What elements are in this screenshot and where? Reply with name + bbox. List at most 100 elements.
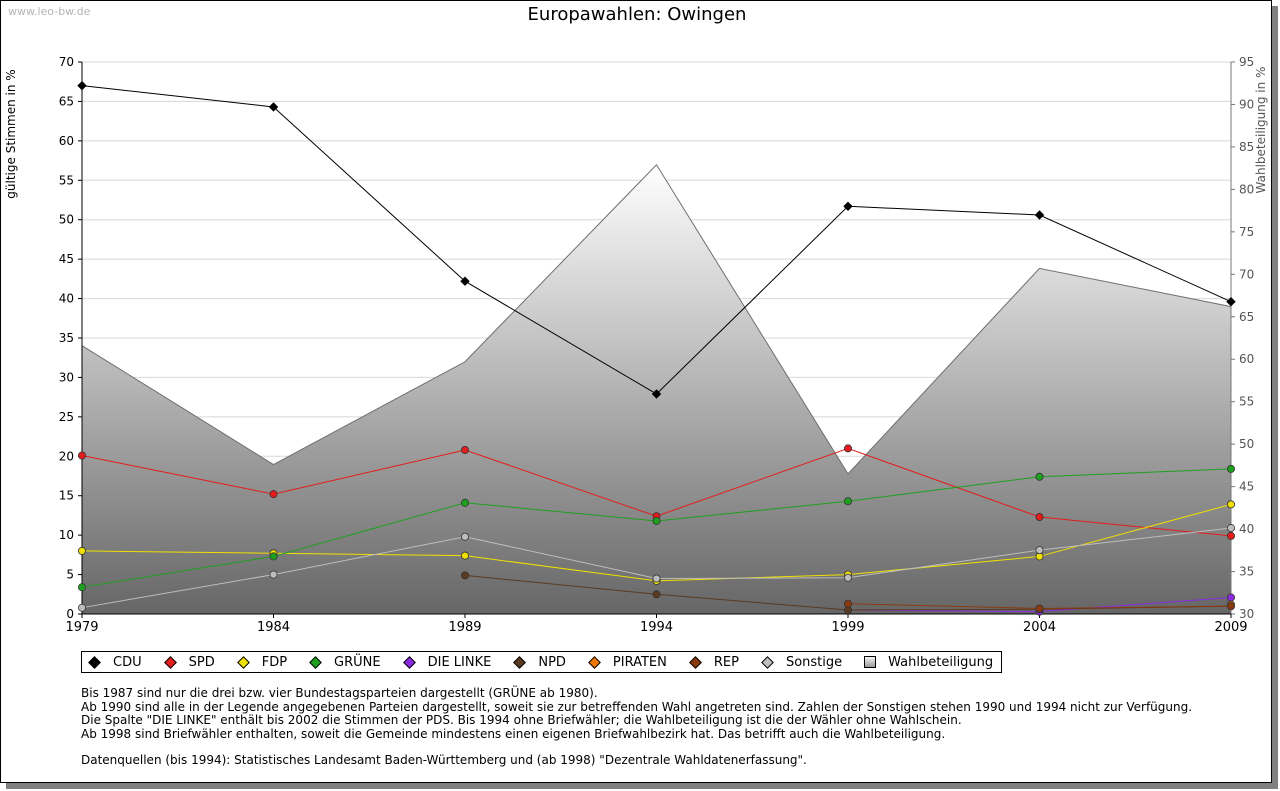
y-tick-label-left: 55	[59, 173, 74, 187]
data-point	[268, 102, 279, 112]
legend-item: NPD	[513, 655, 566, 670]
data-point	[1227, 602, 1236, 611]
note-line: Ab 1998 sind Briefwähler enthalten, sowe…	[81, 726, 946, 741]
data-point	[269, 552, 278, 561]
y-tick-label-left: 50	[59, 213, 74, 227]
x-tick-label: 1994	[640, 620, 673, 635]
y-tick-label-left: 15	[59, 489, 74, 503]
y-tick-label-right: 80	[1239, 182, 1254, 196]
data-point	[1227, 524, 1236, 533]
y-tick-label-right: 55	[1239, 395, 1254, 409]
legend-label: SPD	[188, 654, 215, 670]
series-spd	[78, 444, 1236, 540]
legend-marker-icon	[236, 655, 250, 669]
data-point	[78, 603, 87, 612]
y-tick-label-right: 85	[1239, 140, 1254, 154]
y-tick-label-left: 5	[66, 568, 74, 582]
y-tick-label-right: 30	[1239, 607, 1254, 621]
legend-item: SPD	[163, 654, 215, 670]
y-tick-label-right: 75	[1239, 225, 1254, 239]
legend-marker-icon	[163, 655, 177, 669]
legend-label: DIE LINKE	[427, 654, 492, 670]
legend-marker-icon	[513, 655, 527, 669]
data-point	[77, 80, 87, 91]
y-tick-label-right: 35	[1239, 565, 1254, 579]
y-tick-label-right: 70	[1239, 267, 1254, 281]
data-point	[78, 546, 87, 555]
y-tick-label-right: 65	[1239, 310, 1254, 324]
data-point	[460, 445, 469, 454]
data-point	[843, 201, 853, 212]
legend-label: GRÜNE	[334, 654, 381, 670]
y-tick-label-left: 35	[59, 331, 74, 345]
data-point	[460, 532, 469, 541]
data-point	[652, 590, 661, 599]
note-line: Ab 1990 sind alle in der Legende angegeb…	[81, 699, 1193, 714]
data-point	[1035, 513, 1044, 522]
y-tick-label-left: 10	[59, 528, 74, 542]
x-tick-label: 1999	[831, 620, 864, 635]
data-point	[78, 451, 87, 460]
y-tick-label-right: 60	[1239, 352, 1254, 366]
data-point	[269, 570, 278, 579]
series	[77, 80, 1236, 616]
data-point	[1227, 531, 1236, 540]
data-point	[460, 571, 469, 580]
note-line: Die Spalte "DIE LINKE" enthält bis 2002 …	[81, 713, 962, 727]
data-point	[652, 516, 661, 525]
legend: CDU SPD FDP GRÜNE DIE LINKE NPD PIRATEN REP Sons…	[81, 651, 1003, 673]
series-sonstige	[78, 524, 1236, 612]
y-tick-label-left: 60	[59, 134, 74, 148]
y-tick-label-left: 40	[59, 292, 74, 306]
y-tick-label-right: 40	[1239, 522, 1254, 536]
legend-item: GRÜNE	[309, 655, 381, 670]
x-tick-label: 1989	[448, 620, 481, 635]
data-point	[1035, 604, 1044, 613]
legend-item: Wahlbeteiligung	[864, 655, 993, 670]
y-tick-label-left: 20	[59, 449, 74, 463]
legend-label: Sonstige	[785, 654, 843, 670]
legend-label: PIRATEN	[612, 654, 667, 670]
legend-marker-icon	[402, 655, 416, 669]
legend-item: Sonstige	[761, 655, 842, 670]
legend-marker-icon	[309, 655, 322, 669]
legend-marker-icon	[88, 655, 101, 669]
x-tick-label: 2004	[1023, 620, 1056, 635]
data-point	[1226, 297, 1236, 307]
chart-title: Europawahlen: Owingen	[527, 4, 747, 25]
y-tick-label-left: 30	[59, 370, 74, 384]
y-tick-label-right: 95	[1239, 55, 1254, 69]
data-point	[78, 583, 87, 592]
y-axis-label-right: Wahlbeteiligung in %	[1254, 66, 1268, 194]
axes: 0 5 10 15 20 25 30 35 40 45 50 55 60 65 70 30 35 40 45 50 55…	[59, 55, 1255, 635]
legend-label: REP	[713, 654, 739, 670]
data-point	[460, 498, 469, 507]
data-sources: Datenquellen (bis 1994): Statistisches L…	[81, 753, 807, 767]
legend-label: CDU	[113, 654, 142, 670]
turnout-area-line	[81, 163, 1232, 475]
legend-swatch	[864, 656, 877, 668]
y-tick-label-left: 0	[66, 607, 74, 621]
data-point	[651, 389, 662, 399]
data-point	[460, 551, 469, 560]
data-point	[1035, 546, 1044, 555]
y-tick-label-right: 45	[1239, 480, 1254, 494]
data-point	[652, 574, 661, 583]
legend-label: Wahlbeteiligung	[888, 654, 994, 670]
data-point	[460, 276, 470, 286]
legend-item: DIE LINKE	[402, 654, 492, 670]
y-tick-label-right: 50	[1239, 437, 1254, 451]
y-tick-label-left: 70	[59, 55, 74, 69]
legend-marker-icon	[761, 655, 774, 669]
y-axis-label-left: gültige Stimmen in %	[4, 69, 18, 199]
watermark: www.leo-bw.de	[8, 5, 91, 18]
data-point	[844, 573, 853, 582]
y-tick-label-left: 45	[59, 252, 74, 266]
series-grüne	[78, 464, 1236, 592]
legend-label: NPD	[538, 654, 566, 670]
x-tick-label: 2009	[1214, 620, 1247, 635]
data-point	[844, 599, 853, 608]
y-tick-label-right: 90	[1239, 97, 1254, 111]
